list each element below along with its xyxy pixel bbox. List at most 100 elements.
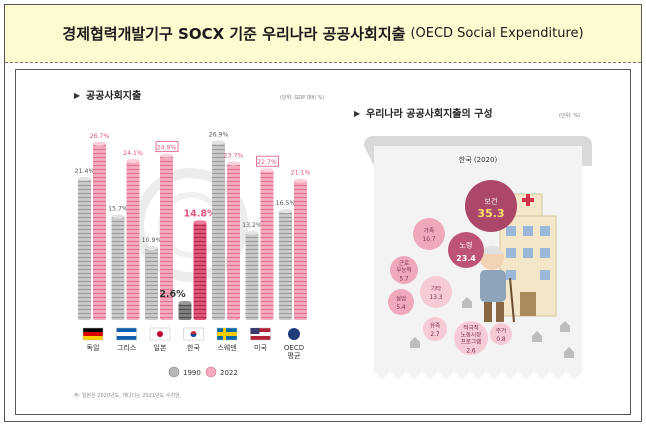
bar-cap-1990-1 bbox=[111, 214, 125, 219]
category-label-0: 독일 bbox=[87, 343, 100, 352]
bar-2022-6 bbox=[294, 180, 307, 320]
bar-cap-2022-4 bbox=[227, 161, 240, 166]
value-label-2022-6: 21.1% bbox=[291, 170, 311, 177]
bubble-value-8: 0.8 bbox=[496, 337, 506, 343]
hospital-icon bbox=[499, 193, 557, 317]
figure-frame: 경제협력개발기구 SOCX 기준 우리나라 공공사회지출 (OECD Socia… bbox=[4, 4, 642, 422]
bubble-value-3: 5.7 bbox=[399, 277, 409, 283]
bubble-value-4: 13.3 bbox=[430, 295, 443, 301]
category-label-3: 한국 bbox=[187, 344, 200, 352]
right-subtitle: 한국 (2020) bbox=[459, 156, 498, 164]
bubble-label-7-line1: 노동시장 bbox=[461, 332, 482, 339]
oecd-logo-icon bbox=[288, 328, 300, 340]
bubble-8 bbox=[490, 323, 512, 345]
bubble-6 bbox=[423, 317, 447, 341]
value-label-2022-4: 23.7% bbox=[224, 153, 244, 160]
bubble-value-6: 2.7 bbox=[430, 332, 440, 338]
value-label-1990-2: 10.9% bbox=[142, 237, 162, 244]
value-label-1990-6: 16.5% bbox=[276, 200, 296, 207]
bubble-value-7: 2.6 bbox=[466, 348, 476, 354]
value-label-2022-0: 26.7% bbox=[90, 133, 110, 140]
flag-icon-2 bbox=[149, 327, 171, 341]
category-label-6-line1: 평균 bbox=[288, 351, 301, 360]
bubble-2 bbox=[413, 218, 445, 250]
bubble-label-4: 기타 bbox=[431, 285, 441, 293]
figure-subtitle: (OECD Social Expenditure) bbox=[410, 26, 584, 41]
value-label-2022-5: 22.7% bbox=[257, 159, 277, 166]
bubble-3 bbox=[390, 256, 418, 284]
value-label-1990-4: 26.9% bbox=[209, 131, 229, 138]
value-label-1990-1: 15.7% bbox=[108, 205, 128, 212]
bar-cap-2022-3 bbox=[193, 220, 207, 225]
bar-cap-2022-0 bbox=[93, 141, 106, 146]
bar-2022-1 bbox=[126, 160, 140, 320]
figure-title: 경제협력개발기구 SOCX 기준 우리나라 공공사회지출 bbox=[62, 25, 406, 43]
legend: 1990 2022 bbox=[168, 366, 238, 378]
bar-cap-1990-3 bbox=[178, 300, 192, 305]
bubble-label-3-line1: 무능력 bbox=[396, 266, 411, 274]
bubble-1 bbox=[448, 232, 484, 268]
bubble-5 bbox=[388, 289, 414, 315]
bar-1990-2 bbox=[145, 248, 158, 320]
category-label-5: 미국 bbox=[254, 343, 267, 352]
bar-2022-2 bbox=[160, 155, 173, 320]
chart-canvas: ▶ 공공사회지출 (단위: GDP 대비 %) 21.4%26.7%15.7%2… bbox=[74, 89, 592, 399]
flag-icon-0 bbox=[82, 327, 104, 341]
left-footnote: 주: 일본은 2020년도, 캐나다는 2021년도 수치임. bbox=[74, 392, 182, 399]
bar-cap-2022-5 bbox=[260, 168, 274, 173]
flag-icon-4 bbox=[216, 327, 238, 341]
bar-cap-2022-6 bbox=[294, 178, 307, 183]
legend-label-2022: 2022 bbox=[220, 369, 238, 377]
bar-cap-2022-1 bbox=[126, 158, 140, 163]
bars-layer: 21.4% 26.7% 15.7% 24.1% 10.9% 24.9% 2.6% 14.8% 2… bbox=[75, 131, 311, 320]
bar-1990-3 bbox=[178, 302, 192, 320]
bubble-value-0: 35.3 bbox=[477, 207, 504, 220]
bar-2022-3 bbox=[193, 222, 207, 320]
bar-1990-6 bbox=[279, 211, 292, 320]
bar-cap-2022-2 bbox=[160, 153, 173, 158]
right-section-title: 우리나라 공공사회지출의 구성 bbox=[366, 107, 493, 120]
bar-cap-1990-6 bbox=[279, 209, 292, 214]
bubble-value-5: 5.4 bbox=[396, 305, 406, 311]
left-unit-label: (단위: GDP 대비 %) bbox=[280, 94, 324, 101]
left-chart: ▶ 공공사회지출 (단위: GDP 대비 %) 21.4%26.7%15.7%2… bbox=[74, 89, 324, 399]
bubble-7 bbox=[454, 321, 488, 355]
right-chart: ▶ 우리나라 공공사회지출의 구성 (단위: %) 한국 (2020) bbox=[354, 107, 592, 380]
bubble-label-8: 주거 bbox=[496, 327, 506, 335]
house-icons bbox=[410, 297, 574, 358]
bubble-label-7: 적극적 bbox=[463, 324, 478, 331]
bar-cap-1990-4 bbox=[212, 140, 225, 145]
bar-1990-5 bbox=[245, 232, 259, 320]
value-label-2022-2: 24.9% bbox=[157, 145, 177, 152]
flag-icon-1 bbox=[116, 327, 137, 341]
category-label-1: 그리스 bbox=[117, 343, 137, 352]
bubble-label-5: 실업 bbox=[396, 295, 406, 303]
value-label-2022-1: 24.1% bbox=[123, 150, 143, 157]
legend-swatch-1990 bbox=[168, 366, 180, 378]
bubble-label-3: 근로 bbox=[399, 260, 409, 267]
value-label-box-2 bbox=[155, 141, 179, 153]
legend-swatch-2022 bbox=[205, 366, 217, 378]
chart-panel: ▶ 공공사회지출 (단위: GDP 대비 %) 21.4% 26.7% 15.7% 2… bbox=[15, 69, 631, 415]
bar-2022-0 bbox=[93, 143, 106, 320]
bar-1990-1 bbox=[111, 216, 125, 320]
bar-1990-0 bbox=[78, 178, 91, 320]
value-label-1990-0: 21.4% bbox=[75, 168, 95, 175]
bar-cap-1990-2 bbox=[145, 246, 158, 251]
bubble-label-2: 가족 bbox=[424, 227, 434, 235]
bar-1990-4 bbox=[212, 142, 225, 320]
category-label-4: 스웨덴 bbox=[217, 343, 236, 352]
right-section-arrow-icon: ▶ bbox=[354, 109, 361, 118]
category-label-2: 일본 bbox=[154, 343, 167, 352]
bar-2022-4 bbox=[227, 163, 240, 320]
bubble-0 bbox=[465, 180, 517, 232]
value-label-box-5 bbox=[256, 155, 279, 167]
scroll-zigzag-edge bbox=[374, 372, 582, 380]
value-label-1990-3: 2.6% bbox=[159, 289, 186, 300]
legend-label-1990: 1990 bbox=[183, 369, 201, 377]
bar-cap-1990-0 bbox=[78, 176, 91, 181]
bubble-label-0: 보건 bbox=[485, 196, 498, 205]
elderly-person-icon bbox=[480, 246, 515, 323]
